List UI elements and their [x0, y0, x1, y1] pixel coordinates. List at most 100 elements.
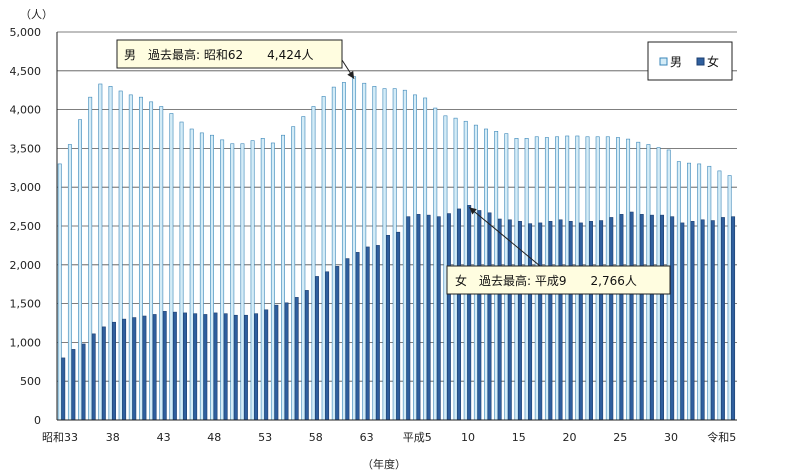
bar-female	[152, 314, 157, 421]
bar-female	[375, 245, 380, 421]
annotation-female-text: 女 過去最高: 平成9 2,766人	[455, 273, 637, 288]
x-tick-label: 15	[512, 431, 526, 444]
legend: 男 女	[647, 41, 733, 81]
bar-male	[179, 121, 184, 421]
bar-female	[416, 214, 421, 421]
y-tick-label: 2,500	[10, 220, 42, 233]
x-tick-label: 令和5	[707, 430, 736, 444]
bar-male	[240, 143, 245, 421]
bar-male	[676, 161, 681, 421]
annotation-female-arrow-head	[469, 207, 477, 215]
bar-male	[707, 165, 712, 421]
bar-male	[199, 132, 204, 421]
x-tick-label: 10	[461, 431, 475, 444]
y-tick-label: 1,500	[10, 298, 42, 311]
bar-male	[402, 89, 407, 421]
x-tick-label: 38	[106, 431, 120, 444]
y-tick-labels: 0 500 1,000 1,500 2,000 2,500 3,000 3,500 4,000 4…	[10, 26, 42, 427]
x-tick-labels: 昭和33 38 43 48 53 58 63 平成5 10 15 20 25 30 令和5	[42, 430, 736, 444]
bar-female	[649, 214, 654, 421]
bar-male	[169, 113, 174, 421]
y-tick-label: 1,000	[10, 336, 42, 349]
bar-female	[81, 343, 86, 421]
bar-male	[392, 88, 397, 421]
x-tick-label: 30	[664, 431, 678, 444]
bar-male	[128, 94, 133, 421]
bar-male	[210, 134, 214, 421]
bar-male	[138, 96, 143, 421]
bar-male	[67, 144, 72, 421]
bar-male	[423, 97, 428, 421]
bar-female	[223, 313, 228, 421]
y-tick-label: 2,000	[10, 259, 42, 272]
bar-female	[497, 218, 502, 421]
bar-female	[619, 214, 624, 421]
annotation-male-text: 男 過去最高: 昭和62 4,424人	[124, 47, 313, 62]
x-tick-label: 53	[258, 431, 272, 444]
legend-swatch-male	[659, 57, 668, 66]
bar-male	[311, 106, 316, 421]
bar-female	[71, 349, 76, 421]
bar-male	[57, 163, 62, 421]
legend-label-female: 女	[707, 54, 719, 69]
bar-female	[132, 317, 137, 421]
bar-female	[589, 221, 593, 421]
bar-female	[335, 266, 340, 421]
bar-female	[284, 302, 289, 421]
bar-male	[98, 83, 103, 421]
bar-female	[548, 221, 553, 421]
x-tick-label: 20	[563, 431, 577, 444]
bar-female	[690, 221, 695, 421]
bar-female	[700, 219, 705, 421]
annotation-female-arrow-line	[468, 206, 541, 267]
bar-female	[101, 326, 106, 421]
bar-male	[697, 163, 702, 421]
bar-female	[294, 297, 299, 421]
bar-female	[426, 214, 431, 421]
y-tick-label: 3,000	[10, 181, 42, 194]
bar-male	[727, 175, 732, 421]
y-tick-label: 4,000	[10, 104, 42, 117]
bar-male	[341, 82, 346, 421]
bar-male	[362, 82, 367, 421]
bar-female	[386, 235, 390, 421]
bar-female	[325, 271, 330, 421]
y-tick-label: 3,500	[10, 142, 42, 155]
bar-female	[162, 311, 167, 421]
bar-female	[578, 222, 583, 421]
bar-female	[345, 258, 350, 421]
x-tick-label: 48	[207, 431, 221, 444]
annotation-female-box	[446, 265, 671, 295]
x-tick-label: 平成5	[403, 431, 432, 444]
bar-female	[365, 246, 370, 421]
bar-female	[112, 321, 116, 421]
bar-female	[91, 333, 96, 421]
bar-male	[433, 107, 438, 421]
bar-male	[687, 162, 691, 421]
x-tick-label: 25	[613, 431, 627, 444]
bar-female	[274, 304, 279, 421]
bar-female	[183, 312, 187, 421]
bar-female	[213, 312, 218, 421]
bar-male	[159, 106, 164, 421]
bar-female	[396, 231, 401, 421]
y-tick-label: 0	[34, 414, 41, 427]
bar-male	[220, 139, 225, 421]
bar-female	[660, 214, 665, 421]
bar-female	[142, 315, 147, 421]
bar-female	[629, 211, 634, 421]
bar-male	[717, 170, 722, 421]
annotation-female-peak: 女 過去最高: 平成9 2,766人	[446, 206, 671, 295]
bar-male	[270, 142, 275, 421]
bar-female	[639, 214, 644, 421]
bar-female	[304, 290, 309, 421]
bar-male	[88, 96, 93, 421]
bar-female	[507, 219, 512, 421]
bar-female	[233, 314, 238, 421]
bar-female	[446, 213, 451, 421]
bar-female	[568, 221, 573, 421]
bar-female	[193, 313, 198, 421]
bar-male	[250, 140, 255, 421]
bar-female	[172, 311, 177, 421]
